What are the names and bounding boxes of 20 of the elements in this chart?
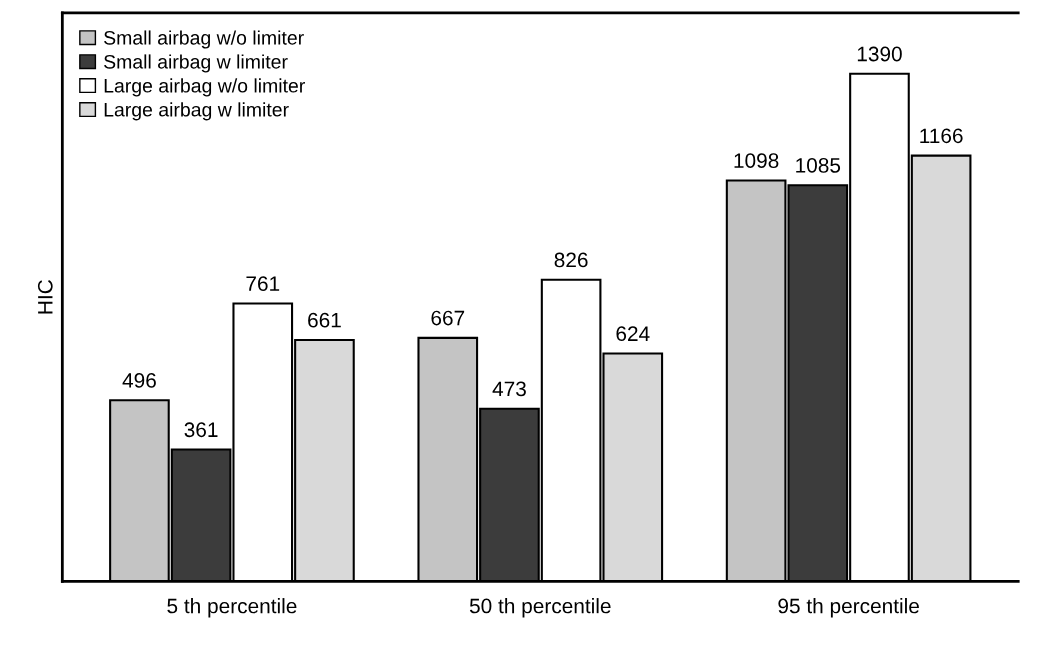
- data-label: 473: [492, 381, 526, 397]
- y-axis-title: HIC: [37, 280, 53, 314]
- data-label: 1085: [796, 158, 841, 173]
- data-label: 1390: [857, 46, 902, 62]
- legend-label: Small airbag w limiter: [104, 54, 288, 73]
- data-label: 826: [554, 252, 588, 268]
- data-label: 1166: [920, 128, 963, 144]
- data-label: 667: [431, 310, 465, 326]
- x-tick-label: 95 th percentile: [778, 598, 919, 618]
- data-label: 1098: [734, 153, 779, 168]
- x-tick-label: 50 th percentile: [469, 598, 611, 618]
- legend-label: Large airbag w/o limiter: [104, 78, 305, 97]
- data-label: 624: [616, 326, 650, 342]
- legend-label: Large airbag w limiter: [104, 102, 289, 121]
- data-label: 761: [246, 276, 280, 292]
- x-tick-label: 5 th percentile: [167, 598, 297, 618]
- data-label: 361: [184, 422, 218, 438]
- legend-label: Small airbag w/o limiter: [104, 30, 304, 49]
- data-label: 661: [308, 312, 341, 328]
- data-label: 496: [122, 373, 156, 388]
